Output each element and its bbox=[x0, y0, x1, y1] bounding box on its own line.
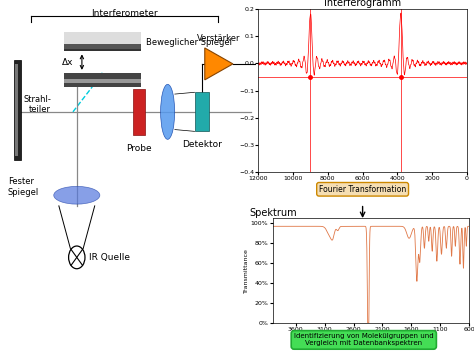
Ellipse shape bbox=[161, 84, 175, 139]
Text: Fourier Transformation: Fourier Transformation bbox=[319, 185, 406, 194]
X-axis label: Wavenumber [cm⁻¹]: Wavenumber [cm⁻¹] bbox=[336, 338, 406, 344]
Text: Fester
Spiegel: Fester Spiegel bbox=[8, 178, 39, 197]
Text: Probe: Probe bbox=[126, 144, 152, 153]
Bar bbox=[15, 64, 18, 156]
Text: Strahl-
teiler: Strahl- teiler bbox=[23, 95, 51, 114]
Text: Δx: Δx bbox=[62, 58, 73, 67]
Title: Interferogramm: Interferogramm bbox=[324, 0, 401, 8]
Bar bbox=[194, 92, 209, 131]
Text: Spektrum: Spektrum bbox=[249, 208, 297, 218]
Bar bbox=[64, 49, 141, 51]
Text: Identifizierung von Molekülgruppen und
Vergleich mit Datenbankspektren: Identifizierung von Molekülgruppen und V… bbox=[294, 333, 434, 346]
Bar bbox=[64, 79, 141, 83]
Polygon shape bbox=[205, 48, 233, 80]
Bar bbox=[64, 44, 141, 49]
Bar bbox=[64, 73, 141, 87]
Ellipse shape bbox=[54, 186, 100, 204]
Bar bbox=[14, 60, 21, 160]
X-axis label: Points: Points bbox=[350, 187, 375, 193]
Text: Verstärker: Verstärker bbox=[197, 34, 241, 43]
Bar bbox=[133, 89, 145, 135]
Bar bbox=[64, 32, 141, 51]
Text: Interferometer: Interferometer bbox=[91, 9, 157, 18]
Text: IR Quelle: IR Quelle bbox=[89, 253, 130, 262]
Text: Beweglicher Spiegel: Beweglicher Spiegel bbox=[146, 38, 232, 47]
Y-axis label: Transmittance: Transmittance bbox=[245, 248, 249, 293]
Text: Detektor: Detektor bbox=[182, 140, 221, 149]
